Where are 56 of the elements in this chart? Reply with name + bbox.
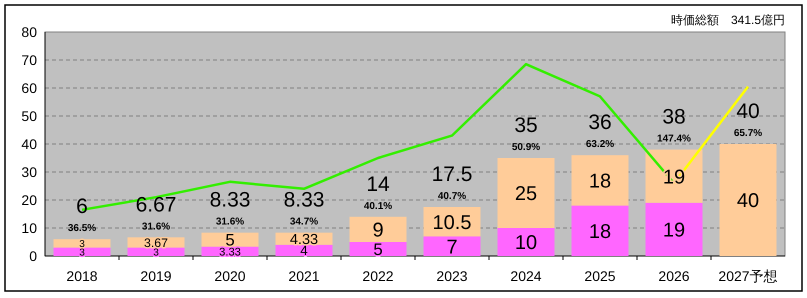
total-label: 8.33 bbox=[210, 188, 250, 212]
y-tick-label: 50 bbox=[21, 108, 38, 124]
x-tick-label: 2018 bbox=[66, 268, 98, 284]
x-tick-label: 2026 bbox=[658, 268, 690, 284]
annotation: 31.6% bbox=[216, 216, 244, 228]
annotation: 34.7% bbox=[290, 216, 318, 228]
annotation: 40.7% bbox=[438, 191, 466, 202]
total-label: 38 bbox=[662, 106, 686, 129]
data-label: 3 bbox=[153, 247, 160, 258]
total-label: 6 bbox=[76, 195, 88, 218]
y-tick-label: 40 bbox=[21, 136, 38, 152]
y-tick-label: 70 bbox=[21, 52, 38, 68]
total-label: 6.67 bbox=[136, 193, 176, 216]
y-tick-label: 60 bbox=[21, 80, 38, 96]
x-tick-label: 2024 bbox=[510, 268, 542, 284]
y-tick-label: 20 bbox=[21, 192, 38, 208]
data-label: 10.5 bbox=[432, 212, 472, 234]
annotation: 36.5% bbox=[68, 223, 96, 234]
y-tick-label: 10 bbox=[21, 220, 38, 236]
annotation: 147.4% bbox=[657, 134, 692, 145]
data-label: 4 bbox=[300, 243, 308, 258]
total-label: 40 bbox=[736, 100, 760, 123]
annotation: 50.9% bbox=[512, 142, 540, 153]
total-label: 8.33 bbox=[284, 188, 324, 212]
bar bbox=[720, 144, 776, 256]
bar bbox=[498, 158, 554, 228]
data-label: 10 bbox=[514, 232, 538, 254]
x-tick-label: 2021 bbox=[288, 268, 320, 284]
data-label: 3.33 bbox=[219, 246, 241, 258]
data-label: 7 bbox=[446, 236, 458, 258]
y-tick-label: 80 bbox=[21, 24, 38, 40]
total-label: 14 bbox=[366, 172, 390, 196]
x-tick-label: 2020 bbox=[214, 268, 246, 284]
x-tick-label: 2027予想 bbox=[718, 268, 778, 284]
x-tick-label: 2025 bbox=[584, 268, 616, 284]
total-label: 17.5 bbox=[432, 163, 472, 186]
x-tick-label: 2019 bbox=[140, 268, 172, 284]
y-tick-label: 30 bbox=[21, 164, 38, 180]
data-label: 40 bbox=[736, 190, 760, 212]
data-label: 18 bbox=[588, 221, 612, 243]
data-label: 18 bbox=[588, 170, 612, 193]
annotation: 63.2% bbox=[586, 139, 614, 150]
total-label: 36 bbox=[588, 111, 612, 134]
text: 時価総額 341.5億円 bbox=[670, 13, 785, 27]
data-label: 5 bbox=[373, 240, 383, 260]
annotation: 65.7% bbox=[734, 128, 762, 139]
x-tick-label: 2023 bbox=[436, 268, 468, 284]
total-label: 35 bbox=[514, 114, 538, 137]
data-label: 9 bbox=[372, 220, 384, 242]
annotation: 40.1% bbox=[364, 200, 392, 212]
data-label: 25 bbox=[514, 183, 538, 206]
annotation: 31.6% bbox=[142, 221, 170, 232]
data-label: 3 bbox=[79, 247, 86, 258]
y-tick-label: 0 bbox=[29, 248, 38, 264]
x-tick-label: 2022 bbox=[362, 268, 394, 284]
data-label: 19 bbox=[662, 220, 686, 242]
